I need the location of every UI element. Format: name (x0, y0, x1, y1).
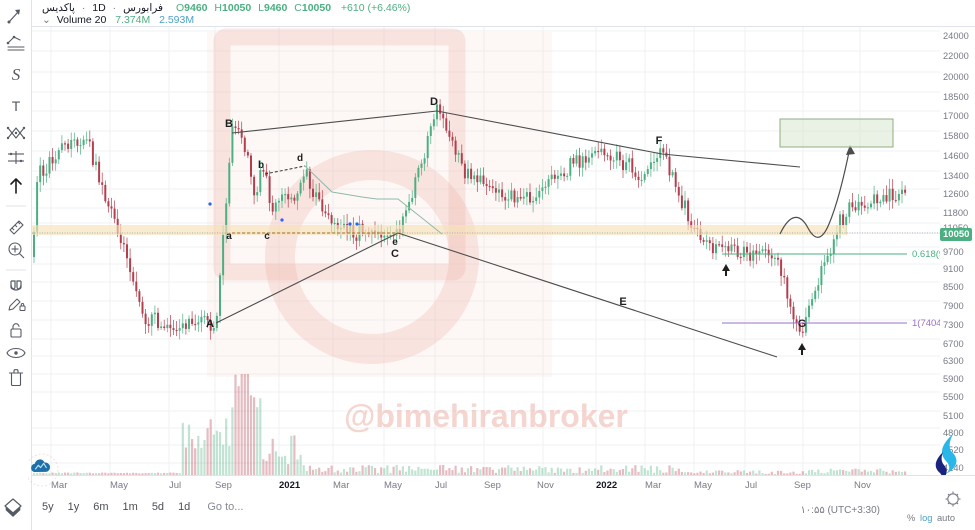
svg-text:0.618(9496): 0.618(9496) (912, 249, 940, 260)
svg-text:C: C (391, 248, 399, 260)
svg-text:D: D (430, 96, 438, 108)
svg-text:A: A (206, 318, 214, 330)
svg-text:%: % (907, 513, 915, 523)
svg-text:B: B (225, 118, 233, 130)
svg-text:S: S (12, 65, 21, 84)
svg-text:b: b (258, 160, 264, 171)
svg-text:e: e (392, 237, 398, 248)
svg-text:E: E (619, 296, 626, 308)
svg-text:G: G (798, 318, 807, 330)
svg-text:d: d (297, 153, 303, 164)
svg-text:auto: auto (937, 513, 955, 523)
svg-text:log: log (920, 513, 932, 523)
svg-text:c: c (264, 231, 270, 242)
svg-text:F: F (656, 135, 663, 147)
svg-text:T: T (12, 98, 21, 114)
svg-text:1(7404): 1(7404) (912, 318, 940, 329)
svg-text:a: a (226, 231, 232, 242)
